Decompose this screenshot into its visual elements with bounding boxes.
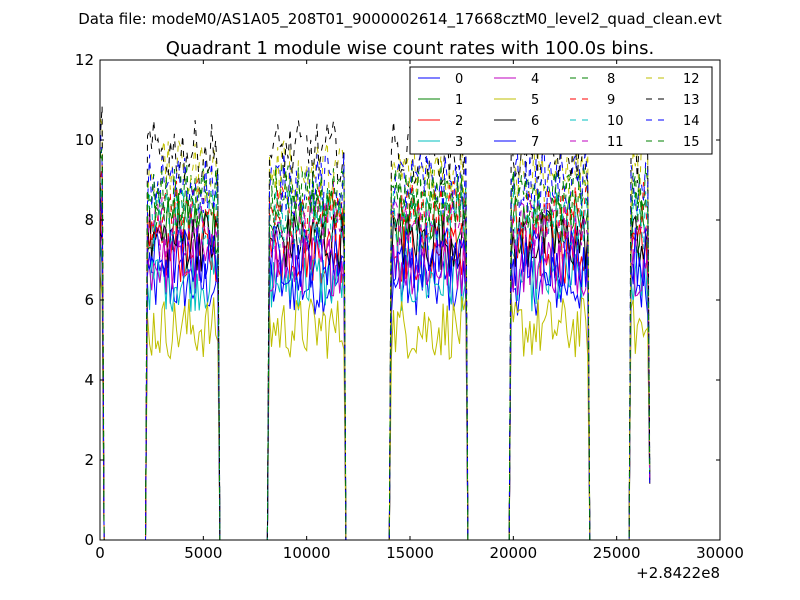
legend-label-7: 7 — [531, 135, 539, 150]
legend-label-14: 14 — [683, 114, 700, 129]
y-tick-label: 4 — [84, 371, 94, 389]
series-line-3 — [99, 241, 651, 541]
series-line-12 — [99, 117, 651, 541]
legend-label-15: 15 — [683, 135, 700, 150]
x-tick-label: 10000 — [283, 544, 331, 562]
series-layer — [99, 106, 651, 541]
series-line-11 — [99, 196, 651, 541]
legend-label-5: 5 — [531, 93, 539, 108]
series-line-0 — [99, 242, 651, 541]
legend-label-9: 9 — [607, 93, 615, 108]
legend-box — [409, 66, 713, 155]
legend-label-13: 13 — [683, 93, 700, 108]
series-line-5 — [99, 273, 651, 541]
x-tick-label: 25000 — [593, 544, 641, 562]
legend-label-8: 8 — [607, 72, 615, 87]
x-tick-label: 30000 — [696, 544, 744, 562]
x-tick-label: 15000 — [386, 544, 434, 562]
x-tick-label: 20000 — [489, 544, 537, 562]
series-line-13 — [99, 106, 651, 541]
y-tick-label: 10 — [75, 131, 94, 149]
y-tick-label: 6 — [84, 291, 94, 309]
legend-label-1: 1 — [455, 93, 463, 108]
legend-label-12: 12 — [683, 72, 700, 87]
x-tick-label: 0 — [95, 544, 105, 562]
legend-label-2: 2 — [455, 114, 463, 129]
y-tick-label: 0 — [84, 531, 94, 549]
y-tick-label: 2 — [84, 451, 94, 469]
y-tick-label: 12 — [75, 51, 94, 69]
legend-label-0: 0 — [455, 72, 463, 87]
chart-title: Quadrant 1 module wise count rates with … — [166, 38, 655, 59]
y-tick-label: 8 — [84, 211, 94, 229]
series-line-6 — [99, 209, 651, 541]
legend-label-6: 6 — [531, 114, 539, 129]
legend-label-3: 3 — [455, 135, 463, 150]
figure-suptitle: Data file: modeM0/AS1A05_208T01_90000026… — [78, 10, 722, 29]
legend-label-4: 4 — [531, 72, 539, 87]
series-line-9 — [99, 163, 651, 541]
x-offset-label: +2.8422e8 — [636, 564, 720, 582]
x-tick-label: 5000 — [184, 544, 222, 562]
legend-label-10: 10 — [607, 114, 624, 129]
series-line-8 — [99, 152, 651, 541]
legend-label-11: 11 — [607, 135, 624, 150]
